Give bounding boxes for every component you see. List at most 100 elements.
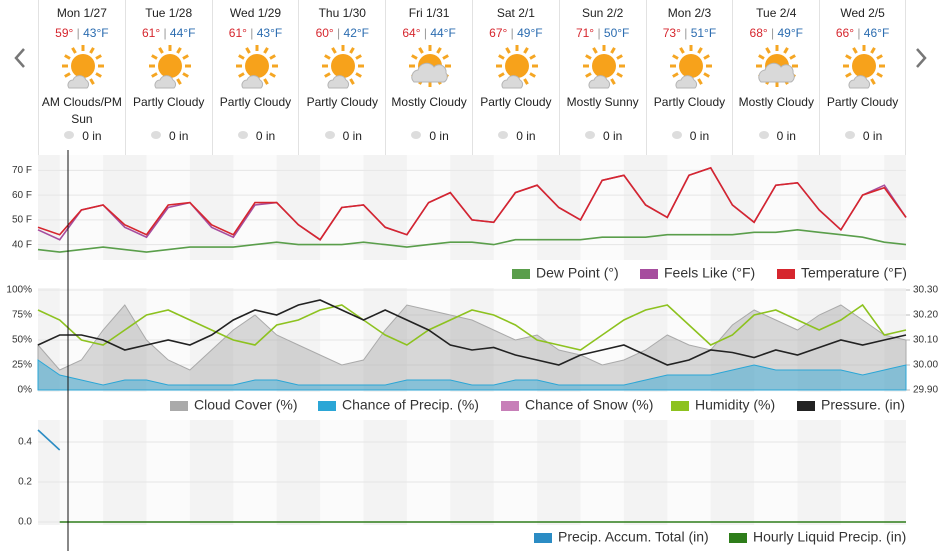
cloud <box>241 75 263 89</box>
legend-swatch <box>797 401 815 411</box>
sun-ray <box>71 47 77 54</box>
sun-ray <box>95 72 102 78</box>
y-tick-label: 50% <box>12 335 32 346</box>
y-tick-label: 60 F <box>12 190 32 201</box>
high-temp: 73° <box>662 26 681 40</box>
y-tick-label: 70 F <box>12 165 32 176</box>
y-tick-label: 50 F <box>12 215 32 226</box>
sun-ray <box>237 72 245 78</box>
sun-ray <box>349 78 356 85</box>
weather-icon <box>62 45 104 89</box>
sun-ray <box>609 47 616 54</box>
y-tick-label: 0% <box>18 385 33 396</box>
low-temp: 49°F <box>517 26 543 40</box>
cloud <box>588 75 610 89</box>
day-column: Wed 2/5 66° | 46°F Partly Cloudy 0 in <box>819 0 906 155</box>
precip-amount: 0 in <box>603 129 623 143</box>
precip-amount: 0 in <box>516 129 536 143</box>
sun-ray <box>262 47 269 54</box>
area <box>37 359 907 391</box>
sun-ray <box>758 54 766 60</box>
sun-ray <box>702 54 710 60</box>
day-band <box>667 420 711 525</box>
temps: 64° | 44°F <box>402 26 456 40</box>
day-label: Mon 2/3 <box>667 6 712 20</box>
low-temp: 43°F <box>256 26 283 40</box>
cloud <box>67 75 90 89</box>
prev-arrow[interactable] <box>12 46 28 70</box>
low-temp: 50°F <box>603 26 630 40</box>
low-temp: 44°F <box>430 26 456 40</box>
y-tick-label: 25% <box>12 360 32 371</box>
day-column: Sun 2/2 71° | 50°F Mostly Sunny 0 in <box>558 0 646 155</box>
high-temp: 64° <box>402 26 421 40</box>
sun-ray <box>852 47 858 54</box>
y-tick-label: 0.4 <box>18 437 32 448</box>
temps: 66° | 46°F <box>835 26 890 40</box>
day-band <box>320 420 364 525</box>
condition: Partly Cloudy <box>826 95 899 109</box>
sun-ray <box>584 72 592 78</box>
sun-ray <box>696 47 703 54</box>
next-arrow[interactable] <box>913 46 929 70</box>
sun-ray <box>89 47 95 54</box>
precip-amount: 0 in <box>689 129 710 143</box>
sun-ray <box>702 72 710 78</box>
legend-label: Feels Like (°F) <box>664 265 755 281</box>
precip-amount: 0 in <box>429 129 449 143</box>
cloud <box>327 75 350 89</box>
day-band <box>667 155 711 260</box>
day-label: Sun 2/2 <box>581 6 624 20</box>
drop <box>151 131 162 139</box>
low-temp: 42°F <box>343 26 369 40</box>
day-column: Fri 1/31 64° | 44°F Mostly Cloudy 0 in <box>385 0 472 155</box>
sun-ray <box>150 72 158 78</box>
legend-swatch <box>534 533 552 543</box>
sun-ray <box>591 47 598 54</box>
sun-ray <box>498 72 505 78</box>
weather-icon <box>756 45 799 87</box>
sun-ray <box>678 47 685 54</box>
sun <box>71 54 95 78</box>
day-band <box>59 155 104 260</box>
drop-icon <box>844 131 855 139</box>
sun-ray <box>523 47 529 54</box>
day-label: Fri 1/31 <box>408 6 450 20</box>
low-temp: 51°F <box>690 26 717 40</box>
sun <box>157 54 182 78</box>
line <box>37 429 61 451</box>
high-temp: 59° <box>55 26 74 40</box>
drop <box>411 131 422 139</box>
sun-ray <box>765 47 772 54</box>
sun-ray <box>696 78 703 85</box>
day-column: Mon 2/3 73° | 51°F Partly Cloudy 0 in <box>645 0 733 155</box>
sun <box>678 54 703 78</box>
drop-icon <box>151 131 162 139</box>
drop-icon <box>324 131 335 139</box>
day-band <box>754 420 798 525</box>
weather-icon <box>495 45 538 89</box>
day-band <box>493 420 538 525</box>
legend-label: Precip. Accum. Total (in) <box>558 529 709 545</box>
precip: 0 in <box>213 129 299 143</box>
y-tick-label: 100% <box>6 285 32 296</box>
condition: Mostly Sunny <box>566 95 639 109</box>
low-temp: 43°F <box>83 26 109 40</box>
precip: 0 in <box>820 129 905 143</box>
day-label: Thu 1/30 <box>318 6 366 20</box>
y2-tick-label: 30.00 <box>913 360 938 371</box>
day-label: Tue 1/28 <box>145 6 193 20</box>
precip: 0 in <box>386 129 472 143</box>
precip: 0 in <box>473 129 559 143</box>
sun-ray <box>89 78 95 85</box>
temps: 60° | 42°F <box>315 26 369 40</box>
drop <box>498 131 509 139</box>
day-band <box>580 420 624 525</box>
sun-ray <box>523 78 529 85</box>
temps: 67° | 49°F <box>489 26 543 40</box>
sun-ray <box>436 47 442 54</box>
temps: 59° | 43°F <box>55 26 109 40</box>
temps: 73° | 51°F <box>662 26 717 40</box>
precip-amount: 0 in <box>255 129 276 143</box>
